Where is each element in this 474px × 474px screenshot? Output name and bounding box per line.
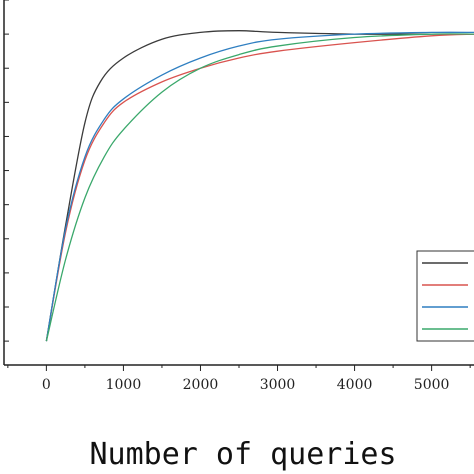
x-tick-label-0: 0 [42,377,51,393]
legend [416,250,474,342]
x-axis-title: Number of queries [89,437,396,472]
x-tick-label-3: 3000 [260,377,296,393]
x-tick-label-5: 5000 [414,377,450,393]
x-tick-label-2: 2000 [183,377,219,393]
series-lines [45,30,474,342]
x-tick-label-4: 4000 [337,377,373,393]
series-line-1 [45,33,474,342]
legend-box [416,250,474,342]
x-tick-label-1: 1000 [106,377,142,393]
series-line-3 [45,33,474,342]
series-line-0 [45,30,474,342]
axes: 0 1000 2000 3000 4000 5000 [3,0,474,393]
series-line-2 [45,31,474,342]
